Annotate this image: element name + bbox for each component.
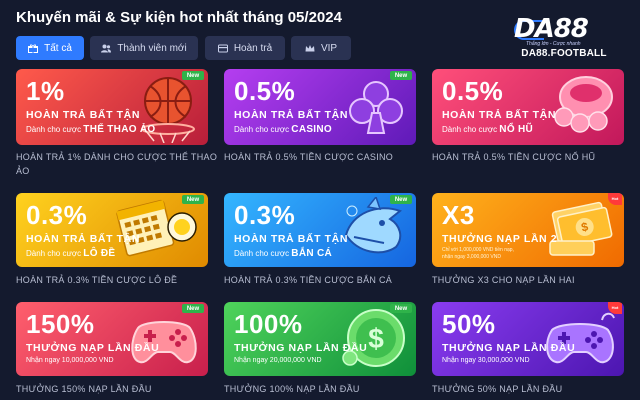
promo-card-lottery-cashback[interactable]: New 0.3% HOÀN TRẢ BẤT TẬN Dành cho cược … — [16, 193, 208, 267]
promo-caption[interactable]: HOÀN TRẢ 0.5% TIỀN CƯỢC NỔ HŨ — [432, 152, 596, 162]
promo-subtitle-prefix: Dành cho cược — [234, 249, 292, 258]
promo-headline: HOÀN TRẢ BẤT TẬN — [234, 109, 349, 121]
promo-caption[interactable]: HOÀN TRẢ 1% DÀNH CHO CƯỢC THỂ THAO ẢO — [16, 152, 218, 176]
promo-subtitle: Dành cho cược THỂ THAO ẢO — [26, 124, 155, 135]
promo-amount: Nhận ngay 10,000,000 VND — [26, 357, 114, 364]
tab-label: VIP — [320, 42, 338, 54]
new-badge: New — [390, 195, 412, 204]
money-stack-icon: $ — [549, 201, 613, 256]
gift-icon — [28, 43, 39, 53]
tab-label: Tất cả — [44, 42, 72, 54]
tab-new-members[interactable]: Thành viên mới — [90, 36, 198, 60]
promo-multiplier: X3 — [442, 200, 475, 230]
logo-site-name: DA88.FOOTBALL — [521, 48, 607, 59]
promo-percentage: 0.5% — [442, 76, 504, 106]
promo-headline: HOÀN TRẢ BẤT TẬN — [26, 109, 141, 121]
logo-mark: DA88 — [514, 14, 589, 44]
new-badge: New — [182, 195, 204, 204]
promo-card-first-deposit-150[interactable]: New 150% THƯỞNG NẠP LẦN ĐẦU Nhận ngay 10… — [16, 302, 208, 376]
club-suit-icon — [349, 81, 403, 134]
promo-caption[interactable]: THƯỞNG 50% NẠP LẦN ĐẦU — [432, 384, 563, 394]
promo-card-virtual-sports-cashback[interactable]: New 1% HOÀN TRẢ BẤT TẬN Dành cho cược TH… — [16, 69, 208, 145]
shark-icon — [344, 197, 403, 254]
page-title: Khuyến mãi & Sự kiện hot nhất tháng 05/2… — [16, 9, 342, 26]
promo-card-slots-cashback[interactable]: 0.5% HOÀN TRẢ BẤT TẬN Dành cho cược NỔ H… — [432, 69, 624, 145]
coins-icon — [554, 76, 613, 133]
card-icon — [217, 44, 228, 52]
users-icon — [101, 44, 112, 52]
promo-percentage: 1% — [26, 76, 65, 106]
dollar-coin-icon: $ — [342, 309, 405, 367]
promo-headline: HOÀN TRẢ BẤT TẬN — [26, 233, 141, 245]
promo-caption[interactable]: THƯỞNG 100% NẠP LẦN ĐẦU — [224, 384, 360, 394]
promo-percentage: 150% — [26, 309, 95, 339]
promo-subtitle-category: BẮN CÁ — [291, 248, 332, 259]
promo-subtitle-prefix: Dành cho cược — [442, 125, 500, 134]
promo-terms-line-2: nhận ngay 3,000,000 VND — [442, 254, 501, 260]
promo-headline: THƯỞNG NẠP LẦN ĐẦU — [442, 342, 576, 354]
promo-headline: THƯỞNG NẠP LẦN ĐẦU — [234, 342, 368, 354]
logo-swoosh — [514, 20, 544, 40]
promo-percentage: 50% — [442, 309, 496, 339]
promo-subtitle-prefix: Dành cho cược — [234, 125, 292, 134]
promo-percentage: 0.5% — [234, 76, 296, 106]
promo-percentage: 0.3% — [234, 200, 296, 230]
logo-mark-letters: DA — [514, 14, 555, 44]
promo-subtitle-category: NỔ HŨ — [499, 124, 534, 135]
promo-caption[interactable]: HOÀN TRẢ 0.5% TIỀN CƯỢC CASINO — [224, 152, 394, 162]
tab-label: Hoàn trả — [233, 42, 273, 54]
new-badge: New — [182, 71, 204, 80]
tab-label: Thành viên mới — [117, 42, 187, 54]
promo-subtitle-category: LÔ ĐỀ — [83, 248, 116, 259]
new-badge: New — [390, 304, 412, 313]
tab-cashback[interactable]: Hoàn trả — [205, 36, 285, 60]
new-badge: New — [182, 304, 204, 313]
promo-card-first-deposit-50[interactable]: Hot 50% THƯỞNG NẠP LẦN ĐẦU Nhận ngay 30,… — [432, 302, 624, 376]
promo-subtitle-prefix: Dành cho cược — [26, 249, 84, 258]
promo-subtitle: Dành cho cược BẮN CÁ — [234, 248, 332, 259]
tab-vip[interactable]: VIP — [291, 36, 351, 60]
hot-badge: Hot — [608, 302, 622, 314]
promo-subtitle: Dành cho cược LÔ ĐỀ — [26, 248, 115, 259]
promo-subtitle-category: THỂ THAO ẢO — [83, 124, 156, 135]
promo-percentage: 100% — [234, 309, 303, 339]
promo-percentage: 0.3% — [26, 200, 88, 230]
promo-subtitle: Dành cho cược CASINO — [234, 124, 332, 135]
promo-caption[interactable]: HOÀN TRẢ 0.3% TIỀN CƯỢC LÔ ĐỀ — [16, 275, 178, 285]
promo-subtitle: Dành cho cược NỔ HŨ — [442, 124, 533, 135]
promo-headline: HOÀN TRẢ BẤT TẬN — [442, 109, 557, 121]
crown-icon — [305, 44, 315, 51]
logo-tagline: Thắng lớn - Cược nhanh — [526, 41, 581, 47]
promo-headline: THƯỞNG NẠP LẦN ĐẦU — [26, 342, 160, 354]
svg-text:$: $ — [580, 219, 590, 234]
tab-all[interactable]: Tất cả — [16, 36, 84, 60]
promo-terms-line-1: Chỉ với 1,000,000 VND tiền nạp, — [442, 247, 514, 253]
promo-card-casino-cashback[interactable]: New 0.5% HOÀN TRẢ BẤT TẬN Dành cho cược … — [224, 69, 416, 145]
promo-amount: Nhận ngay 20,000,000 VND — [234, 357, 322, 364]
promo-card-fishing-cashback[interactable]: New 0.3% HOÀN TRẢ BẤT TẬN Dành cho cược … — [224, 193, 416, 267]
new-badge: New — [390, 71, 412, 80]
gamepad-icon — [131, 321, 197, 364]
promo-headline: HOÀN TRẢ BẤT TẬN — [234, 233, 349, 245]
promo-caption[interactable]: THƯỞNG X3 CHO NẠP LẦN HAI — [432, 275, 575, 285]
promo-subtitle-prefix: Dành cho cược — [26, 125, 84, 134]
promo-card-second-deposit-bonus[interactable]: $ Hot X3 THƯỞNG NẠP LẦN 2 Chỉ với 1,000,… — [432, 193, 624, 267]
brand-logo[interactable]: DA88 Thắng lớn - Cược nhanh DA88.FOOTBAL… — [506, 16, 622, 60]
logo-mark-digits: 88 — [553, 14, 589, 44]
basketball-icon — [141, 77, 195, 143]
svg-text:$: $ — [368, 323, 384, 354]
promo-amount: Nhận ngay 30,000,000 VND — [442, 357, 530, 364]
gamepad-icon — [546, 312, 615, 364]
promo-headline: THƯỞNG NẠP LẦN 2 — [442, 233, 558, 245]
promo-caption[interactable]: HOÀN TRẢ 0.3% TIỀN CƯỢC BẮN CÁ — [224, 275, 393, 285]
promo-card-first-deposit-100[interactable]: $ New 100% THƯỞNG NẠP LẦN ĐẦU Nhận ngay … — [224, 302, 416, 376]
promo-caption[interactable]: THƯỞNG 150% NẠP LẦN ĐẦU — [16, 384, 152, 394]
hot-badge: Hot — [608, 193, 622, 205]
lottery-ticket-icon — [116, 199, 197, 257]
promo-subtitle-category: CASINO — [291, 124, 332, 135]
